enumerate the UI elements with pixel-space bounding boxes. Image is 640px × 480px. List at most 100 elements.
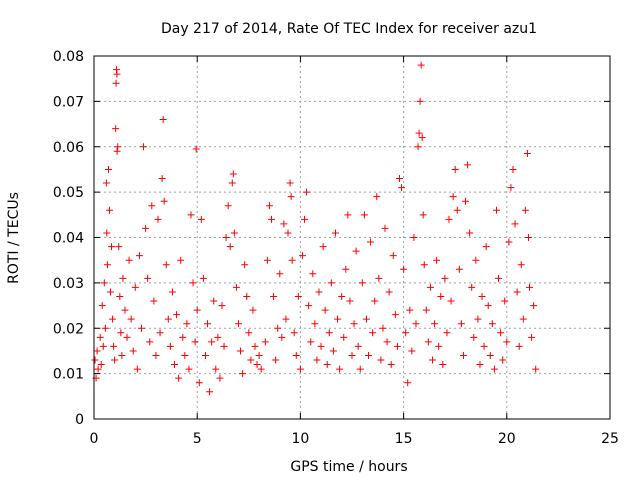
- data-point: [164, 315, 172, 323]
- data-point: [417, 61, 425, 69]
- data-point: [499, 356, 507, 364]
- data-point: [426, 283, 434, 291]
- data-point: [144, 274, 152, 282]
- data-point: [523, 150, 531, 158]
- data-point: [265, 202, 273, 210]
- data-point: [292, 351, 300, 359]
- data-point: [433, 256, 441, 264]
- data-point: [133, 365, 141, 373]
- data-point: [112, 125, 120, 133]
- data-point: [148, 202, 156, 210]
- data-point: [431, 320, 439, 328]
- data-point: [329, 347, 337, 355]
- data-point: [530, 302, 538, 310]
- data-point: [402, 329, 410, 337]
- data-point: [486, 351, 494, 359]
- y-tick-label: 0.08: [53, 49, 84, 65]
- grid: [94, 56, 610, 419]
- data-point: [511, 220, 519, 228]
- data-point: [91, 356, 99, 364]
- data-point: [387, 361, 395, 369]
- data-point: [367, 238, 375, 246]
- data-point: [379, 324, 387, 332]
- data-point: [451, 165, 459, 173]
- data-point: [191, 338, 199, 346]
- data-point: [98, 302, 106, 310]
- y-tick-label: 0.07: [53, 94, 84, 110]
- data-point: [422, 306, 430, 314]
- data-point: [268, 215, 276, 223]
- data-point: [245, 329, 253, 337]
- data-point: [114, 143, 122, 151]
- data-point: [415, 129, 423, 137]
- x-tick-label: 25: [601, 431, 619, 447]
- data-point: [158, 175, 166, 183]
- data-point: [168, 288, 176, 296]
- data-point: [175, 374, 183, 382]
- data-point: [490, 365, 498, 373]
- data-point: [199, 274, 207, 282]
- data-point: [230, 229, 238, 237]
- data-point: [208, 338, 216, 346]
- y-tick-label: 0: [75, 412, 84, 428]
- data-point: [400, 265, 408, 273]
- y-tick-label: 0.06: [53, 140, 84, 156]
- data-point: [515, 342, 523, 350]
- data-point: [115, 243, 123, 251]
- data-point: [146, 338, 154, 346]
- data-point: [385, 288, 393, 296]
- data-point: [276, 270, 284, 278]
- data-point: [350, 320, 358, 328]
- data-point: [204, 320, 212, 328]
- data-point: [109, 315, 117, 323]
- data-point: [118, 351, 126, 359]
- data-point: [274, 324, 282, 332]
- data-point: [237, 347, 245, 355]
- data-point: [484, 302, 492, 310]
- data-point: [521, 206, 529, 214]
- data-point: [509, 165, 517, 173]
- data-point: [455, 265, 463, 273]
- data-point: [309, 270, 317, 278]
- data-point: [101, 324, 109, 332]
- data-point: [255, 351, 263, 359]
- data-point: [395, 175, 403, 183]
- data-point: [447, 297, 455, 305]
- data-point: [303, 188, 311, 196]
- data-point: [197, 215, 205, 223]
- data-point: [94, 365, 102, 373]
- y-tick-label: 0.01: [53, 367, 84, 383]
- data-point: [108, 243, 116, 251]
- data-point: [290, 329, 298, 337]
- data-point: [449, 193, 457, 201]
- data-point: [107, 288, 115, 296]
- x-tick-label: 0: [90, 431, 99, 447]
- data-point: [416, 97, 424, 105]
- data-point: [462, 197, 470, 205]
- data-point: [362, 315, 370, 323]
- data-point: [301, 215, 309, 223]
- data-point: [305, 302, 313, 310]
- data-point: [383, 338, 391, 346]
- data-point: [358, 279, 366, 287]
- data-point: [468, 283, 476, 291]
- data-point: [470, 333, 478, 341]
- data-point: [453, 206, 461, 214]
- data-point: [96, 333, 104, 341]
- data-point: [480, 342, 488, 350]
- data-point: [253, 361, 261, 369]
- data-point: [323, 361, 331, 369]
- data-point: [113, 147, 121, 155]
- data-point: [154, 215, 162, 223]
- data-point: [179, 333, 187, 341]
- data-point: [331, 229, 339, 237]
- data-point: [193, 306, 201, 314]
- data-point: [105, 206, 113, 214]
- data-point: [298, 252, 306, 260]
- data-point: [445, 215, 453, 223]
- data-point: [327, 279, 335, 287]
- data-point: [313, 356, 321, 364]
- data-point: [195, 379, 203, 387]
- data-point: [321, 306, 329, 314]
- data-point: [424, 338, 432, 346]
